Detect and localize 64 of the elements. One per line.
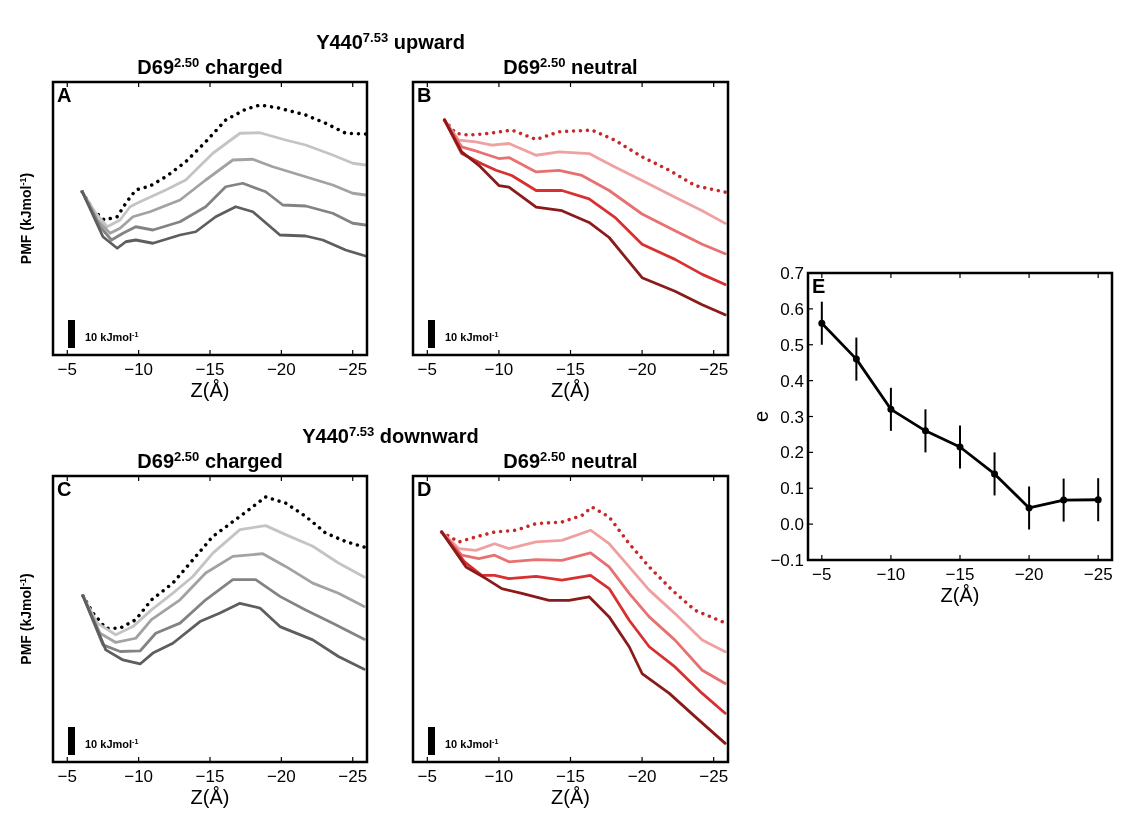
y-tick-label: 0.4 xyxy=(780,371,804,391)
x-tick-label: −25 xyxy=(338,767,368,786)
annotation: 10 kJmol$^{-1}$ xyxy=(85,331,139,343)
x-tick-label: −10 xyxy=(124,767,154,786)
x-axis-title: Z(Å) xyxy=(551,786,590,808)
x-tick-label: −15 xyxy=(195,360,225,379)
x-tick-label: −10 xyxy=(876,565,906,584)
x-tick-label: −25 xyxy=(699,360,729,379)
x-tick-label: −25 xyxy=(1083,565,1113,584)
x-axis-title: Z(Å) xyxy=(940,584,980,606)
x-tick-label: −10 xyxy=(124,360,154,379)
y-tick-label: 0.2 xyxy=(780,443,804,463)
x-tick-label: −5 xyxy=(812,565,832,584)
text: B xyxy=(417,84,432,106)
point xyxy=(991,470,999,478)
x-tick-label: −15 xyxy=(556,360,585,379)
x-tick-label: −15 xyxy=(195,767,225,786)
x-tick-label: −20 xyxy=(627,767,657,786)
x-axis-title: Z(Å) xyxy=(551,379,590,401)
chart-title: D69$^{2.50}$ charged xyxy=(137,54,283,78)
y-axis-title: e xyxy=(750,410,772,423)
y-tick-label: 0.3 xyxy=(780,407,804,427)
point xyxy=(956,443,964,451)
y-tick-label: 0.6 xyxy=(780,299,804,319)
x-tick-label: −10 xyxy=(484,767,514,786)
x-tick-label: −5 xyxy=(417,360,438,379)
point xyxy=(852,355,860,363)
point xyxy=(887,405,895,413)
text: Y440$^{7.53}$ upward xyxy=(316,29,465,53)
x-tick-label: −5 xyxy=(57,360,77,379)
annotation: 10 kJmol$^{-1}$ xyxy=(445,331,499,343)
chart-title: D69$^{2.50}$ neutral xyxy=(503,448,638,472)
text: D xyxy=(417,478,432,500)
point xyxy=(1025,504,1033,512)
x-tick-label: −15 xyxy=(556,767,585,786)
chart-title: D69$^{2.50}$ neutral xyxy=(503,54,638,78)
annotation: 10 kJmol$^{-1}$ xyxy=(445,738,499,750)
x-tick-label: −20 xyxy=(266,360,296,379)
x-tick-label: −15 xyxy=(945,565,975,584)
x-tick-label: −25 xyxy=(699,767,729,786)
point xyxy=(1094,496,1102,504)
annotation: E xyxy=(812,275,826,297)
x-axis-title: Z(Å) xyxy=(190,786,230,808)
point xyxy=(818,319,826,327)
point xyxy=(921,427,929,435)
x-tick-label: −5 xyxy=(57,767,77,786)
annotation: A xyxy=(57,84,72,106)
x-tick-label: −20 xyxy=(266,767,296,786)
y-tick-label: 0.7 xyxy=(780,264,804,283)
y-tick-label: 0.1 xyxy=(780,479,804,499)
annotation: 10 kJmol$^{-1}$ xyxy=(85,738,139,750)
text: Y440$^{7.53}$ downward xyxy=(302,423,479,447)
y-tick-label: −0.1 xyxy=(770,551,804,570)
x-axis-title: Z(Å) xyxy=(190,379,230,401)
x-tick-label: −20 xyxy=(1014,565,1044,584)
y-tick-label: 0.0 xyxy=(780,515,804,535)
x-tick-label: −25 xyxy=(338,360,368,379)
chart-title: D69$^{2.50}$ charged xyxy=(137,448,283,472)
x-tick-label: −5 xyxy=(417,767,438,786)
annotation: C xyxy=(57,478,72,500)
point xyxy=(1060,496,1068,504)
x-tick-label: −10 xyxy=(484,360,514,379)
y-tick-label: 0.5 xyxy=(780,335,804,355)
x-tick-label: −20 xyxy=(627,360,657,379)
